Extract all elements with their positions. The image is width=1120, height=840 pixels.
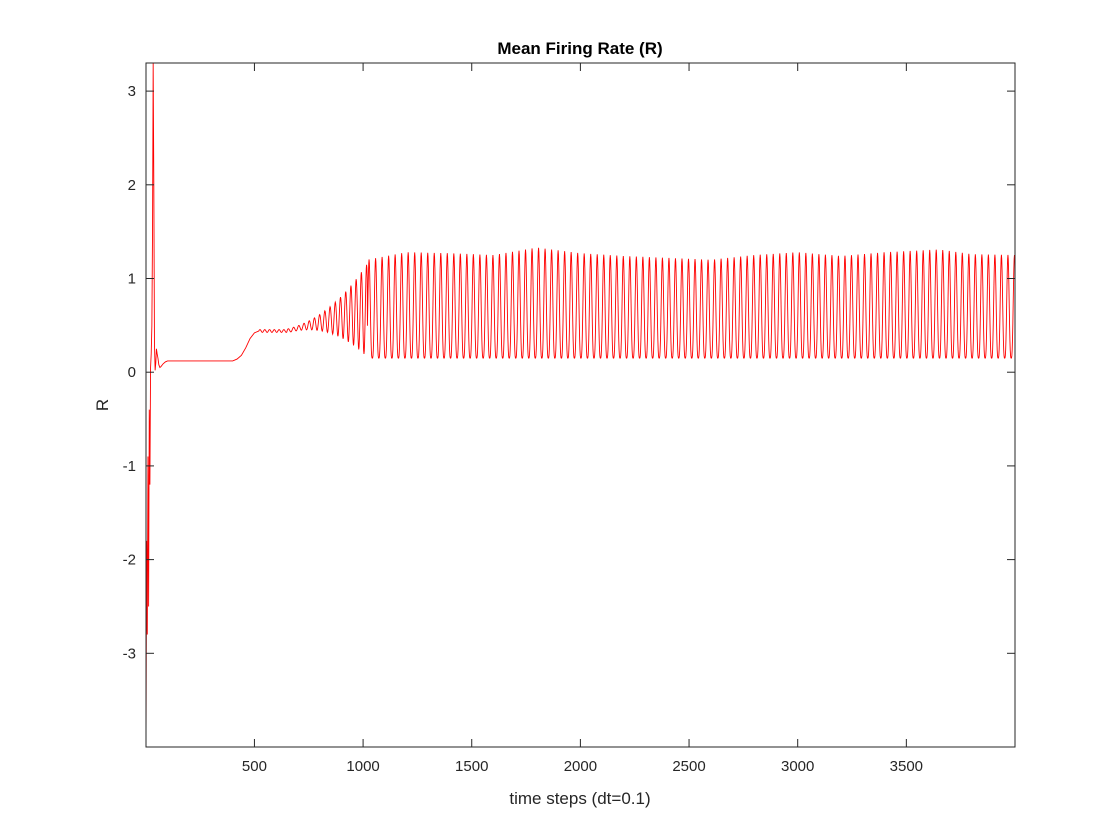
x-tick-label: 500 bbox=[242, 758, 267, 775]
y-tick-label: 3 bbox=[128, 83, 136, 100]
y-axis-label: R bbox=[93, 399, 112, 411]
y-tick-label: -1 bbox=[123, 458, 136, 475]
y-tick-label: -3 bbox=[123, 645, 136, 662]
plot-area: 500 1000 1500 2000 2500 3000 3500 -3 -2 -1 0 1 2 3 bbox=[123, 62, 1016, 775]
x-tick-label: 2000 bbox=[564, 758, 597, 775]
data-series-group bbox=[146, 63, 1015, 747]
y-tick-label: 0 bbox=[128, 364, 136, 381]
y-tick-label: -2 bbox=[123, 552, 136, 569]
x-tick-label: 1500 bbox=[455, 758, 488, 775]
x-tick-label: 3500 bbox=[890, 758, 923, 775]
series-line-0 bbox=[146, 63, 1015, 747]
y-tick-label: 2 bbox=[128, 177, 136, 194]
y-tick-label: 1 bbox=[128, 271, 136, 288]
chart-title: Mean Firing Rate (R) bbox=[497, 39, 662, 58]
x-tick-label: 3000 bbox=[781, 758, 814, 775]
x-tick-label: 2500 bbox=[672, 758, 705, 775]
x-tick-label: 1000 bbox=[346, 758, 379, 775]
ticks-group: 500 1000 1500 2000 2500 3000 3500 -3 -2 -1 0 1 2 3 bbox=[123, 63, 1015, 775]
x-axis-label: time steps (dt=0.1) bbox=[509, 789, 650, 808]
